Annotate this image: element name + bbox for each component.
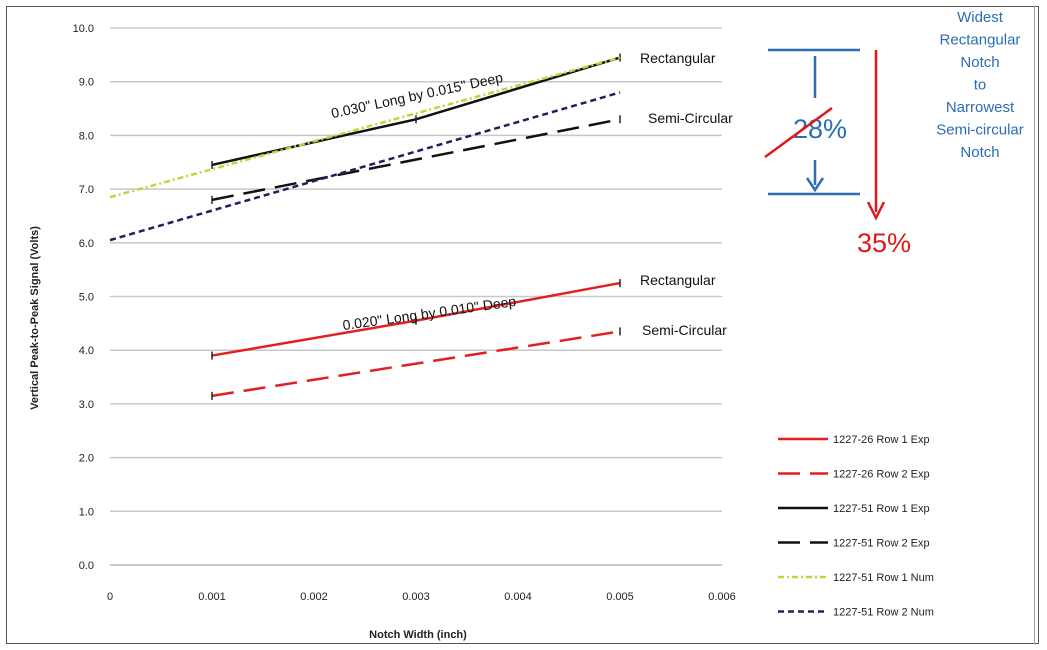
legend-label: 1227-51 Row 1 Exp xyxy=(833,503,930,515)
y-tick-label: 3.0 xyxy=(79,399,94,411)
comparison-bracket-blue xyxy=(768,48,860,196)
series-line xyxy=(211,330,621,398)
gridlines xyxy=(110,27,722,566)
y-axis-label: Vertical Peak-to-Peak Signal (Volts) xyxy=(29,226,41,410)
y-tick-label: 7.0 xyxy=(79,184,94,196)
x-tick-label: 0.004 xyxy=(504,591,532,603)
series-line xyxy=(211,118,621,202)
legend-label: 1227-51 Row 2 Num xyxy=(833,607,934,619)
note-line: Narrowest xyxy=(946,99,1015,116)
x-axis-label: Notch Width (inch) xyxy=(369,629,467,641)
label-semicircular-top: Semi-Circular xyxy=(648,110,733,126)
x-tick-label: 0.002 xyxy=(300,591,328,603)
tick-labels: 0.0 1.0 2.0 3.0 4.0 5.0 6.0 7.0 8.0 9.0 10.0 0 0.001… xyxy=(73,23,736,603)
chart-frame xyxy=(6,6,1039,644)
y-tick-label: 10.0 xyxy=(73,23,94,35)
series-lines xyxy=(109,53,621,400)
series-line xyxy=(109,91,621,242)
x-tick-label: 0.005 xyxy=(606,591,634,603)
note-line: to xyxy=(974,77,987,94)
x-tick-label: 0.001 xyxy=(198,591,226,603)
legend-label: 1227-26 Row 1 Exp xyxy=(833,434,930,446)
annotation-bottom-group: 0.020" Long by 0.010" Deep xyxy=(342,293,518,333)
label-semicircular-bottom: Semi-Circular xyxy=(642,322,727,338)
note-line: Semi-circular xyxy=(936,122,1024,139)
x-tick-label: 0 xyxy=(107,591,113,603)
divider xyxy=(1034,6,1035,644)
label-rectangular-top: Rectangular xyxy=(640,50,716,66)
y-tick-label: 4.0 xyxy=(79,345,94,357)
note-line: Rectangular xyxy=(940,32,1021,49)
legend-label: 1227-51 Row 1 Num xyxy=(833,572,934,584)
y-tick-label: 0.0 xyxy=(79,560,94,572)
legend: 1227-26 Row 1 Exp 1227-26 Row 2 Exp 1227-5… xyxy=(778,434,934,619)
legend-label: 1227-26 Row 2 Exp xyxy=(833,469,930,481)
y-tick-label: 8.0 xyxy=(79,130,94,142)
x-tick-label: 0.003 xyxy=(402,591,430,603)
percent-28: 28% xyxy=(793,114,847,144)
red-arrow xyxy=(866,50,886,221)
percent-35: 35% xyxy=(857,228,911,258)
legend-label: 1227-51 Row 2 Exp xyxy=(833,538,930,550)
note-line: Notch xyxy=(960,144,999,161)
note-line: Notch xyxy=(960,54,999,71)
strike-through-28 xyxy=(764,106,833,159)
y-tick-label: 9.0 xyxy=(79,77,94,89)
note-line: Widest xyxy=(957,9,1004,26)
y-tick-label: 2.0 xyxy=(79,453,94,465)
label-rectangular-bottom: Rectangular xyxy=(640,272,716,288)
x-tick-label: 0.006 xyxy=(708,591,736,603)
y-tick-label: 6.0 xyxy=(79,238,94,250)
series-line xyxy=(109,56,621,199)
y-tick-label: 1.0 xyxy=(79,506,94,518)
comparison-note: Widest Rectangular Notch to Narrowest Semi-ci… xyxy=(936,9,1024,161)
y-tick-label: 5.0 xyxy=(79,292,94,304)
